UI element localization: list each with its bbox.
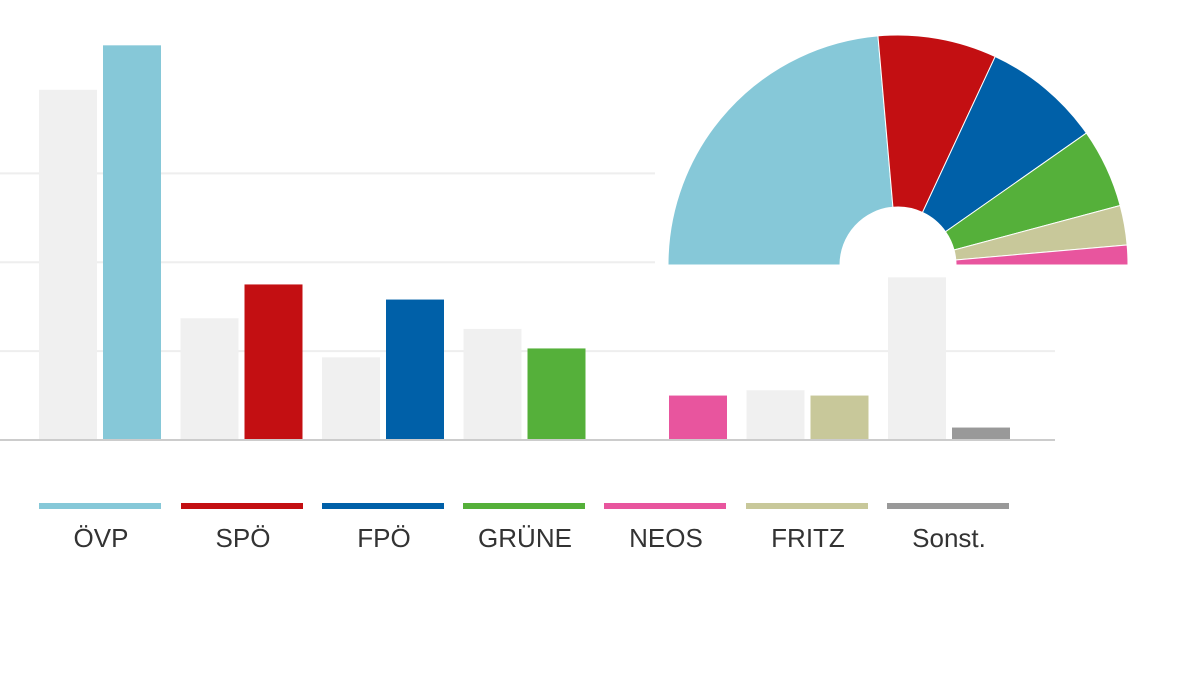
legend-item-oevp: ÖVP <box>39 503 163 554</box>
legend-label: NEOS <box>629 523 703 553</box>
bar <box>463 328 522 440</box>
bar <box>952 427 1010 440</box>
bar <box>888 277 946 440</box>
bar <box>669 395 727 440</box>
legend-swatch <box>746 503 868 509</box>
legend-label: SPÖ <box>215 523 271 553</box>
seat-segment <box>955 244 1129 266</box>
legend-swatch <box>463 503 585 509</box>
legend-swatch <box>322 503 444 509</box>
bar <box>322 357 380 440</box>
bar <box>39 89 97 441</box>
legend-item-spoe: SPÖ <box>181 503 305 554</box>
legend-label: FRITZ <box>771 523 845 553</box>
legend-item-fritz: FRITZ <box>746 503 870 554</box>
legend: ÖVP SPÖ FPÖ GRÜNE NEOS FRITZ Sonst. <box>0 503 1200 563</box>
bar <box>527 348 586 440</box>
legend-swatch <box>181 503 303 509</box>
legend-item-gruene: GRÜNE <box>463 503 587 554</box>
legend-swatch <box>887 503 1009 509</box>
legend-label: FPÖ <box>357 523 411 553</box>
seat-segment <box>667 35 894 266</box>
legend-label: Sonst. <box>912 523 986 553</box>
bar <box>810 395 869 440</box>
seat-segment <box>921 55 1088 233</box>
seat-segments <box>667 34 1129 266</box>
bar-series <box>39 45 1010 441</box>
bar <box>746 390 805 440</box>
legend-item-neos: NEOS <box>604 503 728 554</box>
legend-swatch <box>604 503 726 509</box>
legend-swatch <box>39 503 161 509</box>
legend-item-fpoe: FPÖ <box>322 503 446 554</box>
bar <box>386 299 444 440</box>
legend-label: ÖVP <box>73 523 129 553</box>
seat-segment <box>877 34 996 214</box>
bar <box>244 284 303 440</box>
bar <box>180 318 239 440</box>
bar <box>103 45 161 440</box>
legend-label: GRÜNE <box>478 523 572 553</box>
legend-item-sonstige: Sonst. <box>887 503 1011 554</box>
